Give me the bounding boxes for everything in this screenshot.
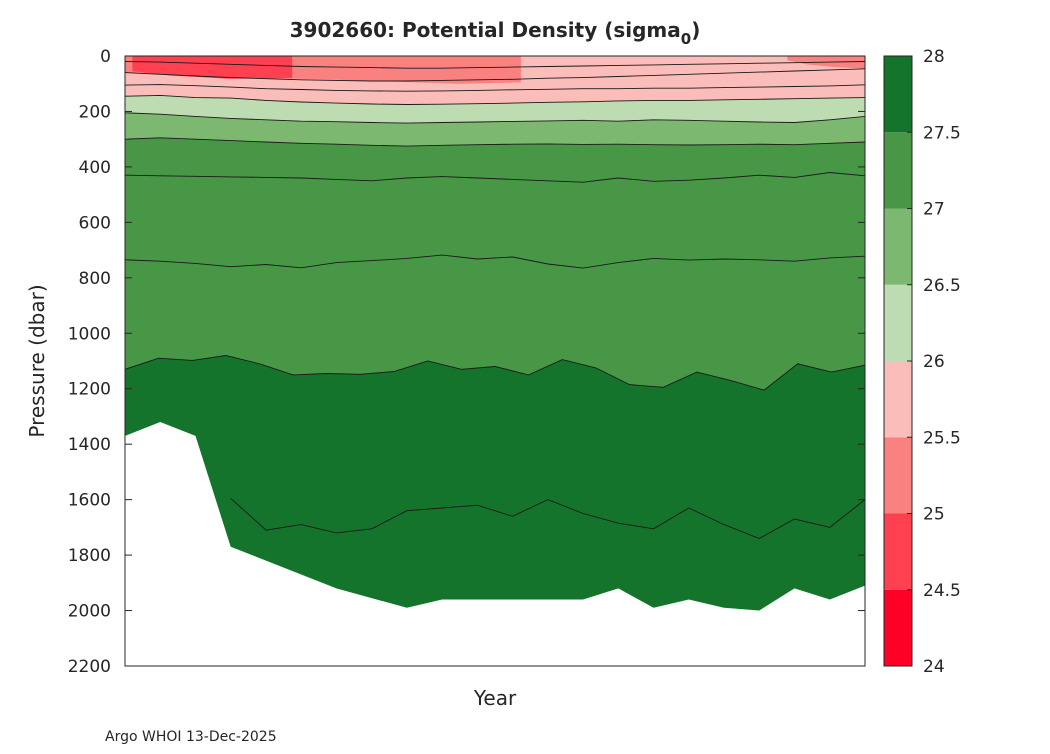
- y-tick-label: 600: [79, 213, 111, 233]
- contour-line-27.5: [124, 172, 866, 183]
- contour-lines: [124, 61, 866, 539]
- contour-line-surface-b: [124, 68, 866, 82]
- colorbar-segment: [884, 208, 912, 285]
- colorbar-tick-label: 28: [923, 47, 945, 67]
- colorbar-tick-label: 26: [923, 352, 945, 372]
- y-tick-label: 1000: [68, 324, 111, 344]
- colorbar-segment: [884, 513, 912, 590]
- contour-line-surface-a: [124, 61, 866, 69]
- band-26.5-27: [125, 112, 865, 147]
- plot-frame: [124, 55, 866, 667]
- y-tick-label: 0: [100, 47, 111, 67]
- band-24.5-25-surface: [132, 56, 293, 79]
- chart-title-subscript: 0: [681, 30, 691, 48]
- colorbar-segment: [884, 361, 912, 438]
- y-tick-label: 400: [79, 158, 111, 178]
- chart-title-main: 3902660: Potential Density (sigma: [290, 18, 681, 42]
- colorbar-segment: [884, 132, 912, 209]
- colorbar-tick-label: 24: [923, 657, 945, 677]
- y-tick-label: 2000: [68, 602, 111, 622]
- y-tick-label: 1600: [68, 491, 111, 511]
- y-axis: 0 200 400 600 800 1000 1200 1400 1600 1800 2000 220…: [68, 47, 865, 677]
- contour-line-27.7: [124, 355, 866, 391]
- contour-line-26: [124, 94, 866, 105]
- contour-line-25.5: [124, 84, 866, 92]
- y-tick-label: 200: [79, 102, 111, 122]
- band-27-27.5-upper: [125, 137, 865, 183]
- band-27.5-28: [125, 355, 865, 611]
- contour-line-26.5: [124, 112, 866, 124]
- y-tick-label: 2200: [68, 657, 111, 677]
- y-tick-label: 800: [79, 269, 111, 289]
- chart-title-close: ): [691, 18, 700, 42]
- colorbar-tick-label: 27.5: [923, 123, 961, 143]
- chart-title: 3902660: Potential Density (sigma0): [290, 18, 701, 48]
- contour-line-27.8: [230, 497, 866, 539]
- contour-line-27: [124, 137, 866, 147]
- y-tick-label: 1400: [68, 435, 111, 455]
- colorbar-tick-label: 25.5: [923, 428, 961, 448]
- y-tick-label: 1800: [68, 546, 111, 566]
- colorbar-tick-label: 26.5: [923, 276, 961, 296]
- colorbar-tick-label: 27: [923, 200, 945, 220]
- contour-line-27.6: [124, 254, 866, 269]
- colorbar-tick-label: 24.5: [923, 581, 961, 601]
- y-tick-label: 1200: [68, 380, 111, 400]
- x-axis-label: Year: [473, 686, 517, 710]
- y-axis-label: Pressure (dbar): [25, 284, 49, 437]
- band-27-27.5-deep: [125, 172, 865, 391]
- colorbar-segment: [884, 56, 912, 133]
- footer-credit: Argo WHOI 13-Dec-2025: [105, 729, 277, 745]
- colorbar-segment: [884, 589, 912, 666]
- colorbar-tick-label: 25: [923, 505, 945, 525]
- contour-bands: [125, 56, 865, 611]
- plot-area: [124, 55, 866, 667]
- colorbar-segment: [884, 284, 912, 361]
- colorbar: 24 24.5 25 25.5 26 26.5 27 27.5 28: [883, 47, 961, 677]
- colorbar-segment: [884, 437, 912, 514]
- band-25.5-26-lower: [125, 84, 865, 105]
